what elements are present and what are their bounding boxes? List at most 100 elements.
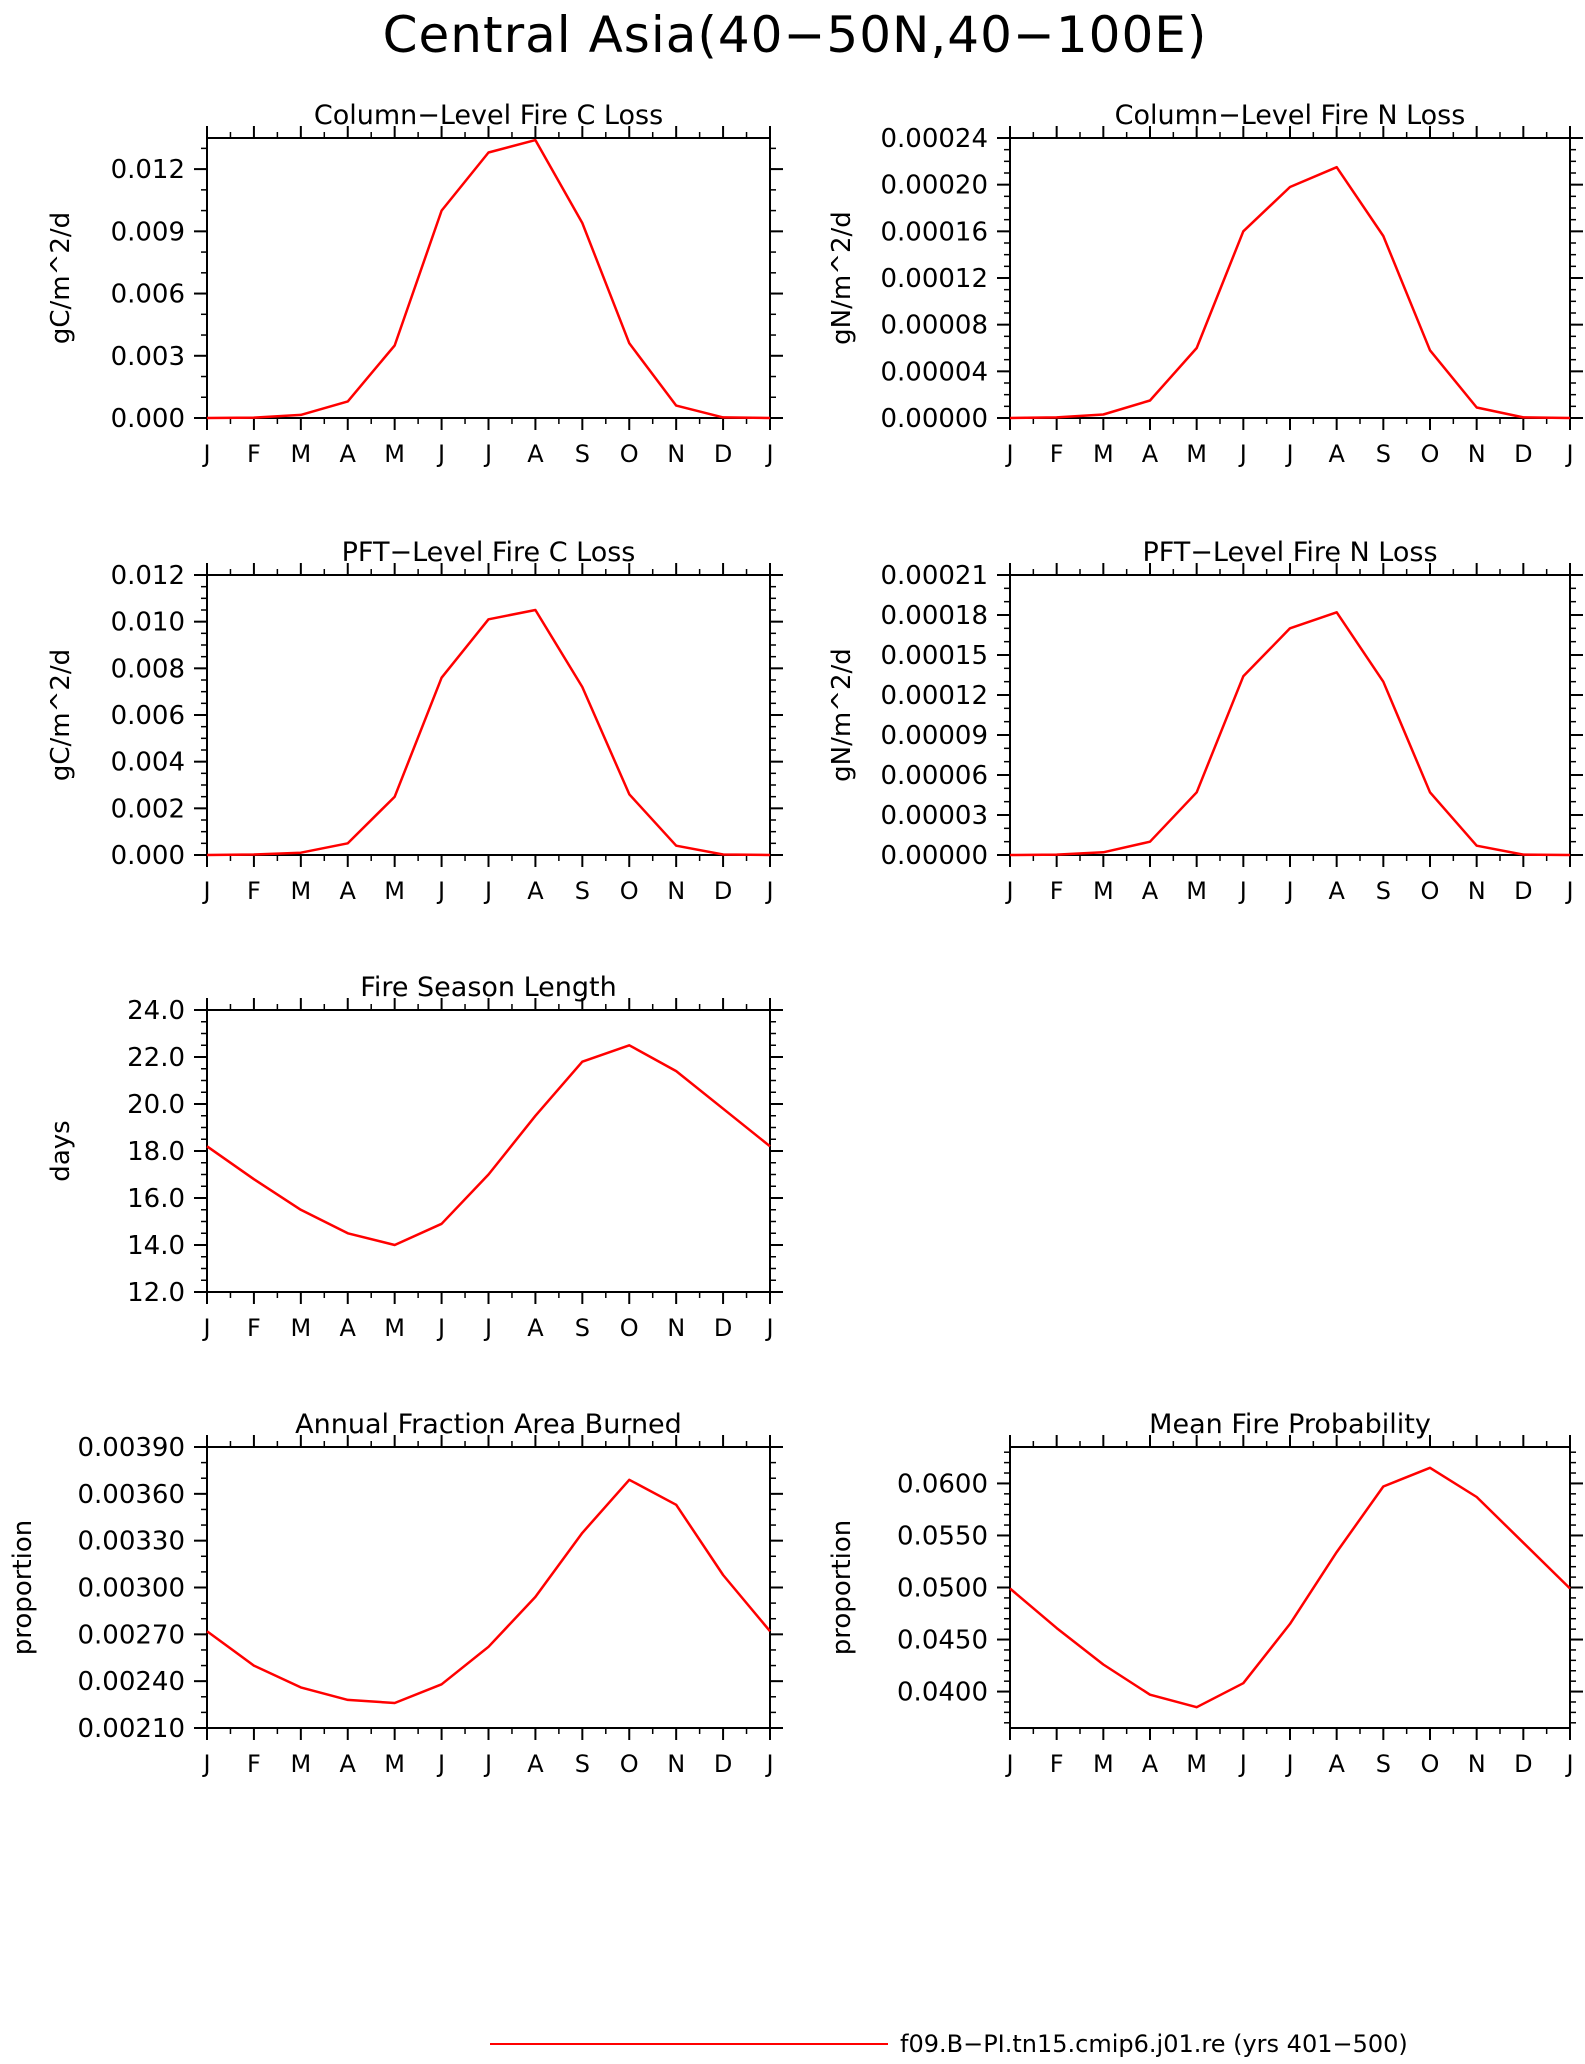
y-tick-label: 24.0: [127, 996, 185, 1026]
x-tick-label: D: [714, 1314, 732, 1342]
chart-panel-pftC: J F M A M J J A S O N D J0.0000.0020.0040.0060.0080.…: [46, 537, 783, 905]
x-tick-label: S: [1376, 1750, 1391, 1778]
y-tick-label: 0.00330: [77, 1527, 185, 1557]
y-axis-label: gC/m^2/d: [46, 649, 76, 781]
y-tick-label: 12.0: [127, 1278, 185, 1308]
panel-title: Column−Level Fire N Loss: [1115, 100, 1466, 131]
x-tick-label: A: [1328, 877, 1345, 905]
x-tick-label: J: [436, 1314, 445, 1342]
plot-frame: [206, 1446, 771, 1729]
x-tick-label: M: [290, 1314, 311, 1342]
y-tick-label: 0.0550: [897, 1521, 988, 1551]
figure-title: Central Asia(40−50N,40−100E): [383, 6, 1208, 64]
x-tick-label: J: [764, 1314, 773, 1342]
series-line: [1009, 1466, 1571, 1709]
x-tick-label: J: [764, 1750, 773, 1778]
y-tick-label: 0.0400: [897, 1678, 988, 1708]
x-tick-label: D: [1514, 877, 1532, 905]
x-tick-label: O: [1421, 1750, 1440, 1778]
x-tick-label: J: [1284, 440, 1293, 468]
y-tick-label: 0.00021: [880, 561, 988, 591]
x-tick-label: M: [384, 877, 405, 905]
x-tick-label: D: [714, 440, 732, 468]
y-tick-label: 0.00020: [880, 171, 988, 201]
x-tick-label: J: [1238, 1750, 1247, 1778]
x-tick-label: A: [340, 1750, 357, 1778]
x-tick-label: A: [527, 1750, 544, 1778]
x-tick-label: J: [1284, 1750, 1293, 1778]
x-tick-label: J: [1284, 877, 1293, 905]
x-tick-label: N: [667, 1750, 685, 1778]
x-tick-label: J: [201, 440, 210, 468]
y-tick-label: 0.008: [111, 654, 185, 684]
x-tick-label: N: [667, 1314, 685, 1342]
panel-title: Annual Fraction Area Burned: [295, 1409, 682, 1440]
series-line: [206, 1478, 771, 1705]
y-axis-label: days: [46, 1120, 76, 1181]
x-tick-label: J: [483, 1750, 492, 1778]
y-tick-label: 0.00024: [880, 124, 988, 154]
x-tick-label: N: [1468, 440, 1486, 468]
x-tick-label: A: [340, 877, 357, 905]
x-tick-label: M: [384, 1314, 405, 1342]
x-tick-label: F: [247, 877, 261, 905]
y-tick-label: 0.00000: [880, 841, 988, 871]
x-tick-label: D: [1514, 440, 1532, 468]
y-tick-label: 0.006: [111, 701, 185, 731]
plot-frame: [206, 137, 771, 419]
y-tick-label: 0.012: [111, 561, 185, 591]
y-tick-label: 14.0: [127, 1231, 185, 1261]
x-tick-label: A: [340, 440, 357, 468]
plot-frame: [1009, 1446, 1571, 1729]
x-tick-label: A: [1328, 440, 1345, 468]
x-tick-label: A: [1142, 877, 1159, 905]
y-tick-label: 0.0450: [897, 1626, 988, 1656]
x-tick-label: F: [1050, 877, 1064, 905]
series-line: [206, 138, 771, 420]
chart-panel-colN: J F M A M J J A S O N D J0.000000.000040.000080.0001…: [827, 100, 1583, 468]
y-axis-label: proportion: [8, 1520, 38, 1655]
plot-frame: [206, 1009, 771, 1293]
x-tick-label: J: [1564, 877, 1573, 905]
y-tick-label: 0.00012: [880, 264, 988, 294]
x-tick-label: S: [575, 440, 590, 468]
y-axis-label: gN/m^2/d: [827, 648, 857, 782]
panel-title: Fire Season Length: [360, 972, 616, 1003]
x-tick-label: A: [340, 1314, 357, 1342]
panel-title: Mean Fire Probability: [1149, 1409, 1431, 1440]
x-tick-label: O: [1421, 877, 1440, 905]
y-tick-label: 0.00210: [77, 1714, 185, 1744]
x-tick-label: F: [247, 1750, 261, 1778]
y-tick-label: 16.0: [127, 1184, 185, 1214]
x-tick-label: O: [620, 1750, 639, 1778]
x-tick-label: S: [1376, 440, 1391, 468]
x-tick-label: J: [483, 1314, 492, 1342]
x-tick-label: A: [1328, 1750, 1345, 1778]
x-tick-label: O: [620, 877, 639, 905]
x-tick-label: M: [1186, 440, 1207, 468]
y-tick-label: 0.003: [111, 342, 185, 372]
x-tick-label: S: [575, 1314, 590, 1342]
x-tick-label: J: [1238, 440, 1247, 468]
y-tick-label: 0.002: [111, 794, 185, 824]
y-tick-label: 0.00006: [880, 761, 988, 791]
y-tick-label: 0.00012: [880, 681, 988, 711]
plot-frame: [1009, 574, 1571, 856]
x-tick-label: F: [247, 440, 261, 468]
panel-title: PFT−Level Fire C Loss: [342, 537, 636, 568]
x-tick-label: N: [1468, 877, 1486, 905]
x-tick-label: N: [667, 440, 685, 468]
y-tick-label: 22.0: [127, 1043, 185, 1073]
x-tick-label: J: [1564, 1750, 1573, 1778]
y-tick-label: 0.012: [111, 155, 185, 185]
plot-frame: [1009, 137, 1571, 419]
y-tick-label: 0.00000: [880, 404, 988, 434]
x-tick-label: N: [1468, 1750, 1486, 1778]
x-tick-label: A: [1142, 1750, 1159, 1778]
x-tick-label: J: [201, 877, 210, 905]
x-tick-label: J: [436, 1750, 445, 1778]
x-tick-label: N: [667, 877, 685, 905]
legend-label: f09.B−PI.tn15.cmip6.j01.re (yrs 401−500): [900, 2030, 1408, 2058]
x-tick-label: J: [1004, 1750, 1013, 1778]
